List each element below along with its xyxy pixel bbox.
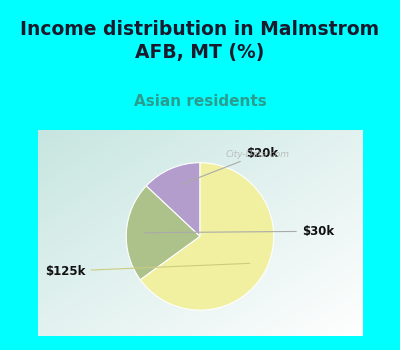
Wedge shape: [140, 163, 274, 310]
Text: Asian residents: Asian residents: [134, 94, 266, 109]
Text: Income distribution in Malmstrom
AFB, MT (%): Income distribution in Malmstrom AFB, MT…: [20, 20, 380, 62]
Wedge shape: [146, 163, 200, 237]
Text: $20k: $20k: [181, 147, 278, 185]
Text: $30k: $30k: [144, 225, 334, 238]
Text: City-Data.com: City-Data.com: [226, 150, 290, 159]
Wedge shape: [126, 186, 200, 280]
Text: $125k: $125k: [45, 263, 250, 278]
